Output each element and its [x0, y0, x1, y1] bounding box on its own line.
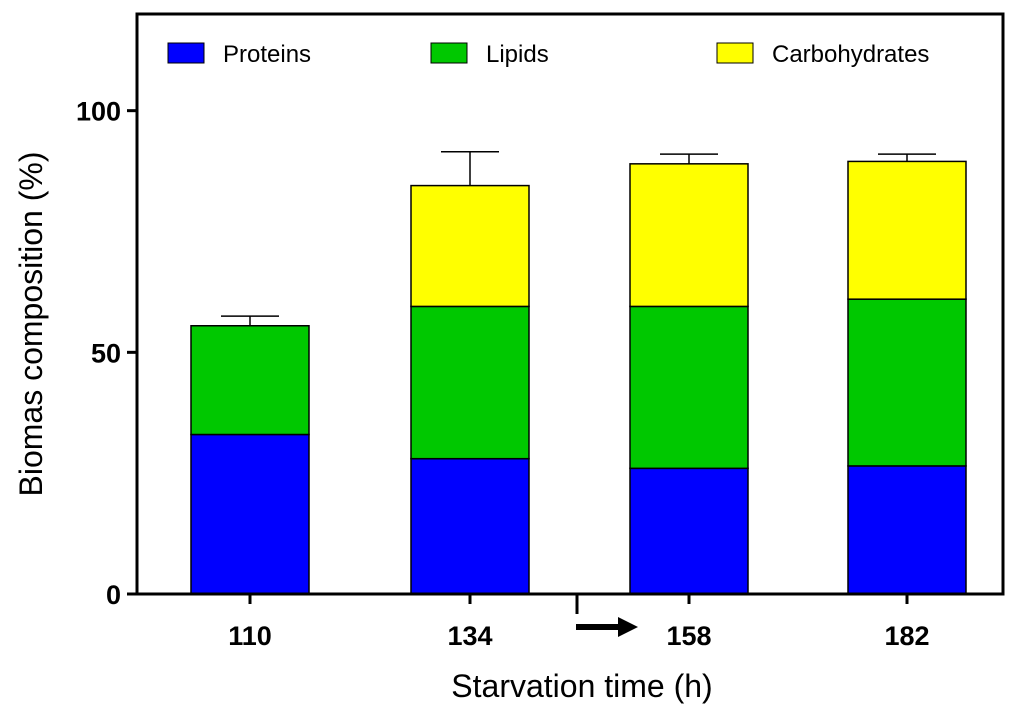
y-tick-label-50: 50: [91, 338, 121, 368]
y-tick-label-0: 0: [106, 580, 121, 610]
bar-lipids-110: [190, 325, 310, 436]
legend: Proteins Lipids Carbohydrates: [167, 41, 929, 68]
legend-label-lipids: Lipids: [486, 41, 549, 68]
bar-proteins-110: [190, 433, 310, 595]
bar-proteins-158: [629, 467, 749, 595]
bar-carbohydrates-158: [629, 163, 749, 308]
bar-carbohydrates-182: [847, 160, 967, 300]
axes-layer: 0 50 100 110 134 158 182: [76, 12, 1005, 651]
plot-frame: [135, 12, 1005, 596]
x-tick-label-110: 110: [228, 621, 272, 651]
x-axis-title: Starvation time (h): [451, 668, 712, 704]
bar-proteins-134: [410, 457, 530, 595]
legend-label-carbohydrates: Carbohydrates: [772, 41, 929, 68]
bar-lipids-134: [410, 305, 530, 460]
arrow-annotation: [576, 617, 638, 637]
legend-swatch-carbohydrates: [716, 42, 754, 64]
legend-label-proteins: Proteins: [223, 41, 311, 68]
arrow-head: [618, 617, 638, 637]
bar-proteins-182: [847, 465, 967, 595]
y-axis-title: Biomas composition (%): [13, 152, 49, 497]
bar-lipids-182: [847, 298, 967, 467]
y-tick-label-100: 100: [76, 97, 121, 127]
x-tick-label-182: 182: [884, 621, 929, 651]
bars-layer: [190, 151, 967, 595]
bar-lipids-158: [629, 305, 749, 470]
x-tick-label-158: 158: [666, 621, 711, 651]
x-tick-label-134: 134: [447, 621, 492, 651]
legend-swatch-proteins: [167, 42, 205, 64]
bar-carbohydrates-134: [410, 184, 530, 308]
legend-swatch-lipids: [430, 42, 468, 64]
